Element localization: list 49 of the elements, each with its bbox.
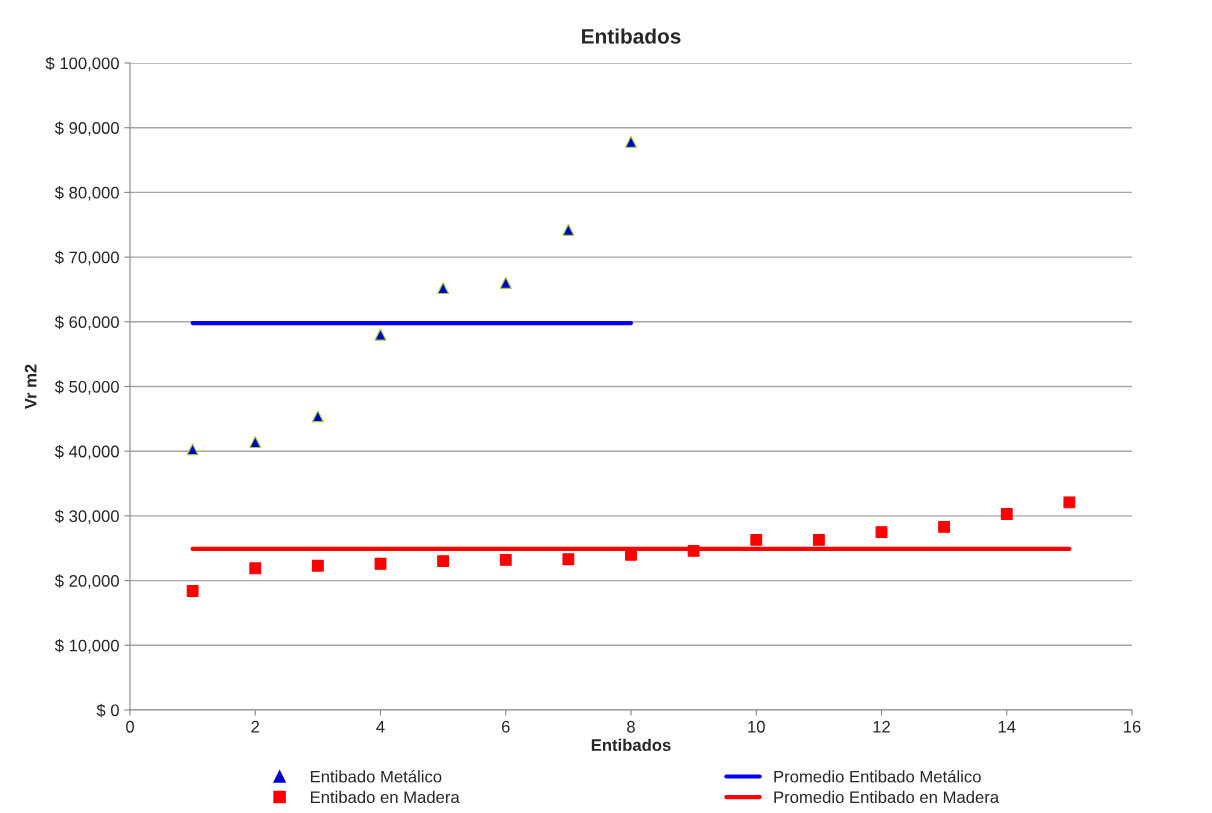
y-axis-title: Vr m2 (24, 364, 37, 410)
point (687, 544, 700, 557)
x-tick-label: 12 (873, 720, 890, 733)
y-tick-label: $ 30,000 (54, 509, 119, 525)
y-tick-label: $ 100,000 (45, 56, 119, 72)
legend-label: Entibado en Madera (310, 790, 460, 804)
point (750, 533, 763, 546)
point (311, 410, 324, 423)
point (1000, 508, 1013, 520)
y-tick-label: $ 70,000 (54, 250, 119, 266)
legend-label: Promedio Entibado en Madera (774, 790, 1000, 804)
point (249, 562, 262, 575)
x-tick-label: 4 (376, 721, 385, 733)
y-tick-label: $ 80,000 (54, 186, 119, 201)
point (938, 520, 951, 533)
point (311, 559, 324, 572)
x-tick-label: 6 (501, 720, 510, 733)
point (186, 443, 199, 456)
point (499, 553, 512, 566)
chart-title: Entibados (582, 28, 681, 44)
y-tick-label: $ 20,000 (54, 574, 119, 589)
point (249, 436, 262, 449)
y-tick-label: $ 10,000 (54, 639, 119, 654)
y-tick-label: $ 40,000 (54, 444, 119, 460)
y-tick-label: $ 50,000 (54, 380, 119, 395)
legend-label: Entibado Metálico (310, 770, 442, 783)
point (1063, 496, 1076, 509)
point (437, 555, 450, 568)
point (186, 585, 199, 597)
legend-label: Promedio Entibado Metálico (774, 770, 981, 783)
point (562, 553, 575, 566)
point (625, 135, 637, 148)
point (875, 526, 888, 539)
x-tick-label: 0 (126, 720, 134, 733)
point (437, 282, 450, 295)
y-tick-label: $ 90,000 (54, 121, 119, 136)
x-tick-label: 10 (748, 720, 765, 733)
point (499, 277, 512, 289)
x-tick-label: 2 (251, 720, 260, 733)
y-tick-label: $ 60,000 (54, 315, 119, 330)
x-tick-label: 8 (627, 720, 635, 733)
point (374, 328, 387, 341)
y-tick-label: $ 0 (96, 703, 119, 718)
point (812, 533, 825, 546)
x-tick-label: 16 (1124, 720, 1141, 733)
x-axis-title: Entibados (591, 738, 671, 751)
point (562, 223, 575, 236)
x-tick-label: 14 (998, 721, 1016, 733)
point (374, 557, 387, 570)
